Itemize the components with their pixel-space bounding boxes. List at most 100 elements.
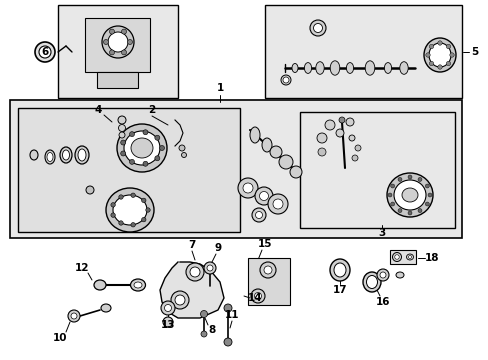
Circle shape bbox=[190, 267, 200, 277]
Circle shape bbox=[159, 145, 164, 150]
Ellipse shape bbox=[333, 263, 346, 277]
Text: 12: 12 bbox=[75, 263, 89, 273]
Text: 1: 1 bbox=[216, 83, 223, 93]
Circle shape bbox=[446, 61, 450, 66]
Ellipse shape bbox=[118, 125, 125, 131]
Circle shape bbox=[351, 155, 357, 161]
Ellipse shape bbox=[313, 23, 322, 32]
Circle shape bbox=[206, 265, 213, 271]
Bar bbox=[264, 5, 461, 98]
Circle shape bbox=[397, 208, 401, 213]
Circle shape bbox=[71, 313, 77, 319]
Ellipse shape bbox=[119, 132, 125, 138]
Ellipse shape bbox=[291, 63, 297, 72]
Circle shape bbox=[155, 156, 160, 161]
Ellipse shape bbox=[279, 155, 292, 169]
Ellipse shape bbox=[108, 32, 128, 52]
Circle shape bbox=[390, 202, 394, 206]
Circle shape bbox=[131, 222, 135, 227]
Circle shape bbox=[260, 262, 275, 278]
Ellipse shape bbox=[60, 147, 72, 163]
Ellipse shape bbox=[35, 42, 55, 62]
Text: 11: 11 bbox=[224, 310, 239, 320]
Circle shape bbox=[425, 184, 428, 188]
Circle shape bbox=[121, 50, 126, 55]
Ellipse shape bbox=[384, 63, 391, 73]
Circle shape bbox=[348, 135, 354, 141]
Ellipse shape bbox=[134, 282, 142, 288]
Ellipse shape bbox=[394, 255, 398, 259]
Ellipse shape bbox=[283, 77, 288, 83]
Circle shape bbox=[121, 151, 125, 156]
Ellipse shape bbox=[329, 259, 349, 281]
Circle shape bbox=[111, 203, 115, 207]
Circle shape bbox=[185, 263, 203, 281]
Circle shape bbox=[68, 310, 80, 322]
Ellipse shape bbox=[365, 61, 374, 75]
Ellipse shape bbox=[267, 194, 287, 214]
Text: 7: 7 bbox=[188, 240, 195, 250]
Circle shape bbox=[142, 130, 148, 135]
Ellipse shape bbox=[118, 116, 126, 124]
Circle shape bbox=[397, 177, 401, 181]
Ellipse shape bbox=[362, 272, 380, 292]
Circle shape bbox=[127, 40, 132, 45]
Text: 13: 13 bbox=[161, 320, 175, 330]
Circle shape bbox=[254, 292, 261, 300]
Ellipse shape bbox=[379, 272, 385, 278]
Text: 14: 14 bbox=[247, 293, 262, 303]
Circle shape bbox=[142, 198, 146, 203]
Ellipse shape bbox=[106, 188, 154, 232]
Circle shape bbox=[142, 161, 148, 166]
Circle shape bbox=[119, 221, 123, 225]
Circle shape bbox=[109, 29, 114, 34]
Circle shape bbox=[437, 41, 441, 45]
Circle shape bbox=[155, 135, 160, 140]
Circle shape bbox=[427, 193, 431, 197]
Circle shape bbox=[428, 61, 433, 66]
Text: 4: 4 bbox=[94, 105, 102, 115]
Circle shape bbox=[224, 338, 231, 346]
Bar bbox=[18, 108, 240, 232]
Circle shape bbox=[335, 129, 343, 137]
Ellipse shape bbox=[249, 127, 260, 143]
Circle shape bbox=[390, 184, 394, 188]
Text: 15: 15 bbox=[257, 239, 272, 249]
Polygon shape bbox=[160, 262, 224, 318]
Ellipse shape bbox=[262, 138, 271, 152]
Text: 18: 18 bbox=[424, 253, 438, 263]
Circle shape bbox=[449, 53, 453, 57]
Ellipse shape bbox=[289, 166, 302, 178]
Ellipse shape bbox=[395, 272, 403, 278]
Ellipse shape bbox=[39, 46, 51, 58]
Ellipse shape bbox=[130, 279, 145, 291]
Bar bbox=[247, 258, 289, 305]
Circle shape bbox=[338, 117, 345, 123]
Ellipse shape bbox=[94, 280, 106, 290]
Circle shape bbox=[163, 317, 173, 327]
Circle shape bbox=[203, 262, 216, 274]
Circle shape bbox=[417, 177, 421, 181]
Ellipse shape bbox=[62, 150, 69, 160]
Ellipse shape bbox=[399, 62, 407, 74]
Text: 8: 8 bbox=[208, 325, 215, 335]
Text: 16: 16 bbox=[375, 297, 389, 307]
Text: 6: 6 bbox=[41, 47, 48, 57]
Ellipse shape bbox=[124, 131, 160, 165]
Circle shape bbox=[109, 50, 114, 55]
Ellipse shape bbox=[101, 304, 111, 312]
Circle shape bbox=[425, 202, 428, 206]
Ellipse shape bbox=[393, 180, 425, 210]
Ellipse shape bbox=[329, 61, 339, 75]
Text: 10: 10 bbox=[53, 333, 67, 343]
Circle shape bbox=[316, 133, 326, 143]
Ellipse shape bbox=[428, 43, 450, 67]
Ellipse shape bbox=[406, 254, 413, 260]
Ellipse shape bbox=[392, 252, 401, 261]
Circle shape bbox=[250, 289, 264, 303]
Ellipse shape bbox=[243, 183, 252, 193]
Bar bbox=[58, 5, 178, 98]
Circle shape bbox=[428, 44, 433, 49]
Ellipse shape bbox=[45, 150, 55, 164]
Circle shape bbox=[179, 145, 184, 151]
